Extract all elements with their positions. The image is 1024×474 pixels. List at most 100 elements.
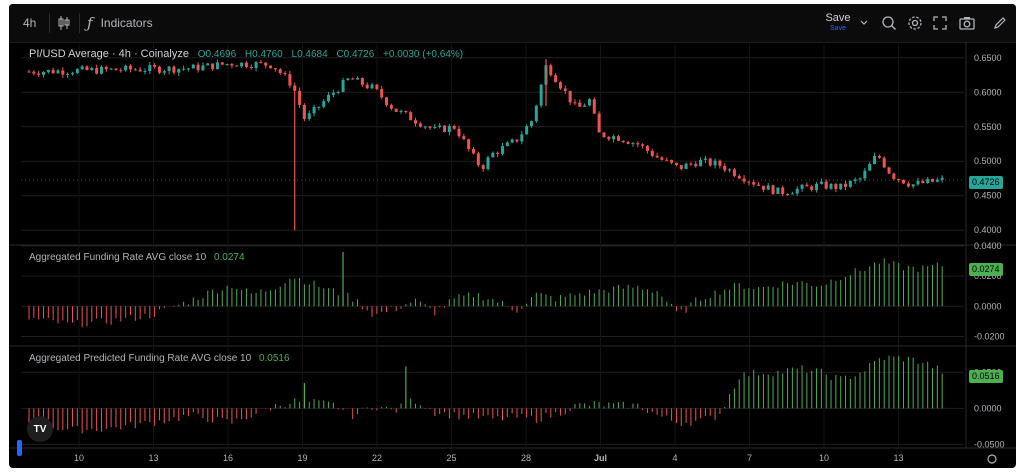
candles-icon (58, 16, 70, 30)
candle-body (520, 134, 524, 142)
candle-body (133, 69, 137, 71)
search-button[interactable] (881, 4, 897, 42)
predicted-legend: Aggregated Predicted Funding Rate AVG cl… (29, 353, 290, 364)
candle-body (351, 78, 355, 80)
chart-window: 4h ƒ Indicators Save Save (9, 4, 1016, 468)
candle-body (699, 159, 703, 167)
candle-body (399, 110, 403, 112)
main-legend: PI/USD Average · 4h · Coinalyze O0.4696 … (29, 48, 463, 60)
candle-body (56, 70, 60, 74)
main-legend-title: PI/USD Average · 4h · Coinalyze (29, 48, 189, 60)
indicators-label: Indicators (100, 16, 153, 30)
candle-body (220, 62, 224, 65)
candle-body (298, 90, 302, 105)
save-sublabel: Save (830, 25, 846, 32)
candle-body (568, 90, 572, 103)
candle-body (162, 71, 166, 73)
funding-legend-title: Aggregated Funding Rate AVG close 10 (29, 252, 207, 263)
toolbar-separator (49, 13, 50, 33)
candle-body (365, 84, 369, 89)
candle-body (713, 160, 717, 166)
legend-change: +0.0030 (+0.64%) (383, 49, 464, 60)
candle-body (196, 64, 200, 71)
candle-body (428, 126, 432, 128)
candle-body (703, 158, 707, 160)
candle-body (249, 67, 253, 69)
candle-body (747, 181, 751, 183)
candle-body (201, 65, 205, 71)
candle-body (447, 125, 451, 132)
candle-body (61, 70, 65, 75)
candle-body (839, 183, 843, 190)
indicators-button[interactable]: ƒ Indicators (87, 4, 153, 42)
candle-body (926, 178, 930, 184)
candle-body (380, 89, 384, 98)
x-tick-label: 10 (74, 453, 84, 463)
x-tick-label: 10 (819, 453, 829, 463)
tradingview-logo[interactable]: TV (27, 416, 53, 442)
candle-body (148, 65, 152, 72)
chart-canvas[interactable]: 0.6500 0.6000 0.5500 0.5000 0.4500 0.4000 0.04… (9, 4, 1016, 468)
candle-body (433, 127, 437, 129)
candle-body (500, 146, 504, 154)
candle-body (858, 178, 862, 180)
candle-body (336, 91, 340, 93)
candle-body (51, 69, 55, 74)
y-tick-label: 0.6000 (974, 87, 1002, 97)
candle-body (848, 181, 852, 187)
settings-icon (987, 454, 997, 464)
candle-body (157, 66, 161, 73)
candle-body (331, 92, 335, 95)
legend-close: C0.4726 (336, 49, 375, 60)
side-panel-handle[interactable] (17, 440, 22, 456)
candle-body (370, 84, 374, 89)
legend-low: L0.4684 (291, 49, 328, 60)
candle-body (607, 136, 611, 140)
candle-body (810, 186, 814, 190)
legend-high: H0.4760 (244, 49, 283, 60)
candle-body (414, 120, 418, 124)
legend-open: O0.4696 (197, 49, 237, 60)
candle-body (911, 184, 915, 187)
y-tick-label: 0.0200 (974, 271, 1002, 281)
candle-body (302, 104, 306, 119)
candle-body (307, 113, 311, 119)
candle-body (481, 165, 485, 170)
candle-body (641, 144, 645, 146)
candle-body (423, 126, 427, 128)
candle-body (612, 136, 616, 140)
candle-body (177, 68, 181, 73)
y-tick-label: 0.0000 (974, 403, 1002, 413)
save-button[interactable]: Save Save (817, 12, 859, 36)
candle-body (95, 67, 99, 74)
candle-body (897, 178, 901, 180)
candle-body (327, 94, 331, 102)
candle-body (153, 65, 157, 67)
candle-body (114, 68, 118, 71)
candle-body (211, 63, 215, 70)
candle-body (786, 194, 790, 196)
toolbar-separator (79, 13, 80, 33)
candle-body (718, 160, 722, 166)
chevron-down-icon (860, 20, 868, 25)
settings-button[interactable] (907, 4, 923, 42)
screenshot-button[interactable] (959, 4, 975, 42)
top-toolbar: 4h ƒ Indicators Save Save (9, 4, 1016, 43)
candle-body (452, 125, 456, 129)
x-tick-label: Jul (594, 453, 607, 463)
candle-body (737, 175, 741, 179)
candle-body (534, 105, 538, 122)
candle-body (104, 66, 108, 70)
candle-body (621, 140, 625, 143)
fullscreen-button[interactable] (933, 4, 947, 42)
candle-body (684, 163, 688, 169)
interval-button[interactable]: 4h (23, 4, 36, 42)
draw-button[interactable] (993, 4, 1007, 42)
save-options-button[interactable] (859, 4, 869, 42)
candle-body (341, 80, 345, 92)
y-tick-label: 0.0000 (974, 301, 1002, 311)
candle-body (312, 106, 316, 114)
chart-type-button[interactable] (57, 4, 71, 42)
y-tick-label: 0.0400 (974, 241, 1002, 251)
candle-body (264, 62, 268, 66)
